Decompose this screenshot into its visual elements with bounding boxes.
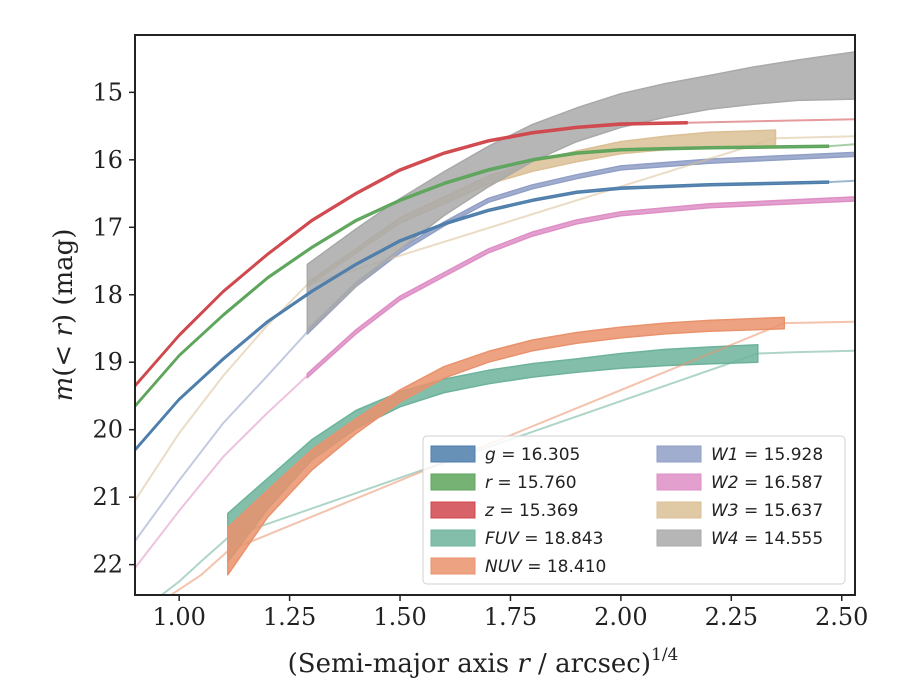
band-z [135,120,688,388]
legend-swatch-z [430,501,476,519]
x-axis: 1.00 1.25 1.50 1.75 2.00 2.25 2.50 [152,595,868,631]
y-tick-label: 21 [92,483,123,511]
legend-label-w4: W4 = 14.555 [711,529,823,549]
legend-swatch-w2 [656,473,702,491]
series-w1 [135,151,855,542]
band-g [135,180,830,452]
y-axis-label: m(< r) (mag) [49,229,79,402]
plot-frame [134,34,856,596]
legend-label-fuv: FUV = 18.843 [485,529,603,549]
legend-swatch-fuv [430,529,476,547]
legend-swatch-nuv [430,557,476,575]
band-w1 [306,151,855,335]
model-line-z [687,118,855,124]
legend-label-nuv: NUV = 18.410 [485,557,606,577]
legend-label-w1: W1 = 15.928 [711,445,823,465]
model-line-w1 [135,331,309,542]
x-tick-label: 1.25 [263,603,316,631]
series-bands [135,51,855,595]
series-w2 [135,196,855,569]
y-tick-label: 18 [92,281,123,309]
legend-swatch-w4 [656,529,702,547]
band-r [135,144,830,408]
y-tick-label: 20 [92,416,123,444]
legend: g = 16.305 r = 15.760 z = 15.369 FUV = 18.8… [422,435,846,585]
legend-swatch-g [430,445,476,463]
y-tick-label: 22 [92,551,123,579]
legend-swatch-w3 [656,501,702,519]
y-tick-label: 16 [92,146,123,174]
x-axis-label: (Semi-major axis r / arcsec)1/4 [288,645,679,679]
legend-label-g: g = 16.305 [485,445,580,465]
y-tick-label: 15 [92,78,123,106]
legend-label-w2: W2 = 16.587 [711,473,823,493]
legend-box [422,435,846,585]
model-line-r [828,143,855,148]
legend-swatch-r [430,473,476,491]
band-w2 [306,196,855,379]
legend-label-z: z = 15.369 [484,501,578,521]
model-line-w2 [135,374,308,569]
x-tick-label: 1.50 [373,603,426,631]
plot-border [134,34,856,596]
legend-label-w3: W3 = 15.637 [711,501,823,521]
series-g [135,179,855,452]
y-tick-label: 17 [92,213,123,241]
legend-label-r: r = 15.760 [485,473,577,493]
series-r [135,143,855,408]
model-line-g [828,179,855,184]
y-tick-label: 19 [92,348,123,376]
x-tick-label: 2.50 [815,603,868,631]
x-tick-label: 2.00 [594,603,647,631]
legend-swatch-w1 [656,445,702,463]
x-tick-label: 2.25 [705,603,758,631]
series-z [135,118,855,388]
x-tick-label: 1.00 [152,603,205,631]
band-nuv [227,316,786,576]
y-axis: 15 16 17 18 19 20 21 22 [92,78,135,579]
x-tick-label: 1.75 [484,603,537,631]
series-nuv [169,316,855,595]
